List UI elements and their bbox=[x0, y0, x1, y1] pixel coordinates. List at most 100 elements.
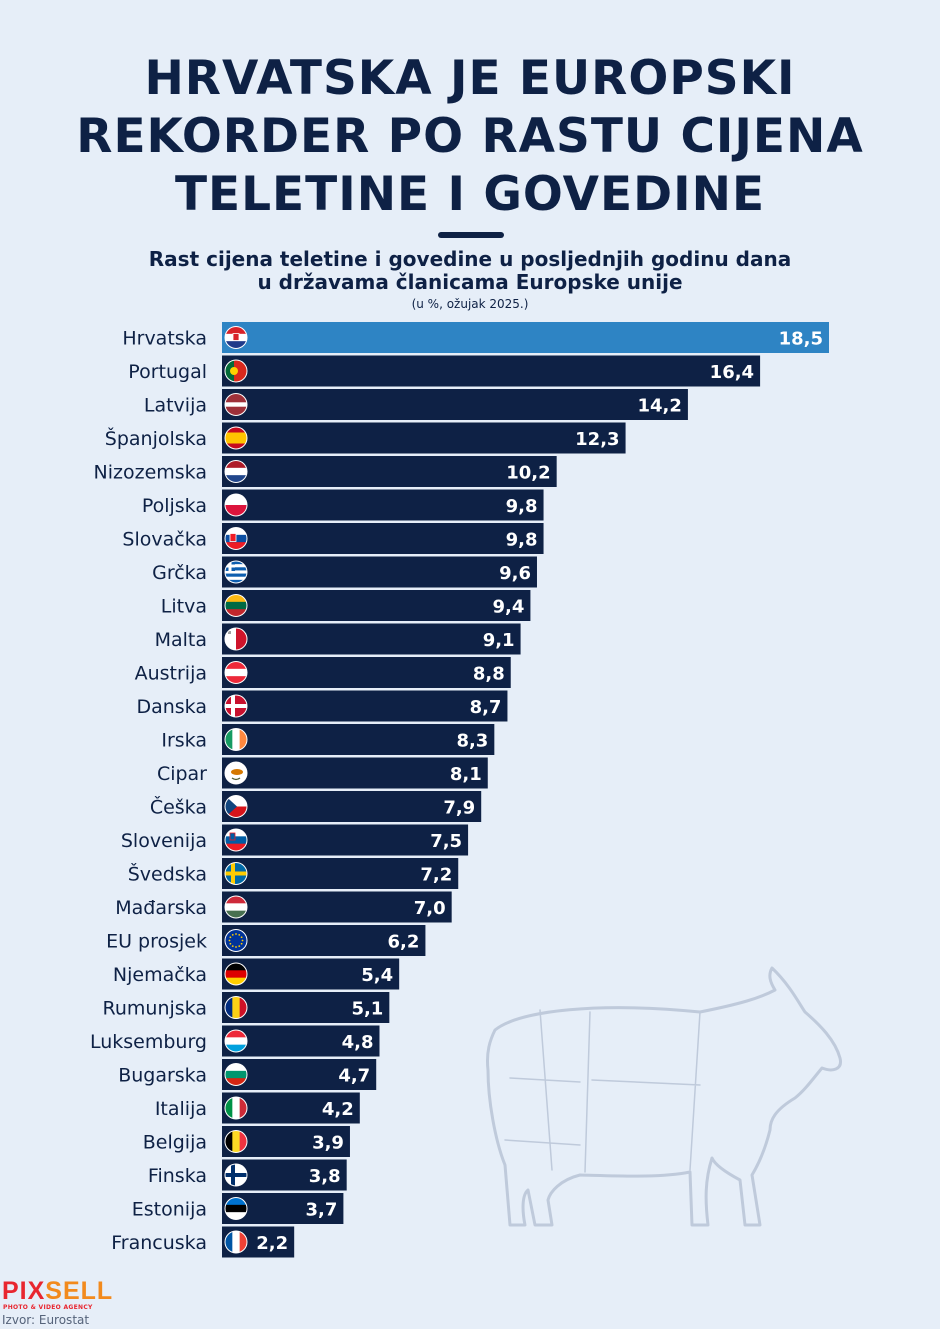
bar-row-slovenija: Slovenija 7,5 bbox=[121, 824, 469, 856]
bar-latvija bbox=[222, 389, 688, 420]
value-label: 8,3 bbox=[456, 731, 488, 752]
flag-czechia-icon bbox=[224, 795, 248, 818]
category-label: Estonija bbox=[132, 1199, 207, 1221]
category-label: Mađarska bbox=[115, 897, 207, 919]
flag-hungary-icon bbox=[224, 895, 248, 919]
bar-row-poljska: Poljska 9,8 bbox=[142, 489, 544, 521]
flag-bulgaria-icon bbox=[224, 1063, 248, 1086]
flag-sweden-icon bbox=[224, 862, 248, 885]
value-label: 12,3 bbox=[575, 429, 619, 450]
bar-row-latvija: Latvija 14,2 bbox=[144, 389, 688, 420]
bar-njemačka bbox=[222, 958, 400, 990]
value-label: 18,5 bbox=[779, 329, 823, 350]
category-label: Slovenija bbox=[121, 830, 207, 852]
value-label: 4,8 bbox=[342, 1032, 374, 1053]
category-label: Švedska bbox=[128, 862, 207, 886]
bar-row-slovačka: Slovačka 9,8 bbox=[122, 523, 544, 554]
category-label: EU prosjek bbox=[106, 931, 207, 953]
category-label: Litva bbox=[161, 596, 207, 618]
bar-austrija bbox=[222, 657, 511, 688]
title-divider bbox=[438, 232, 504, 238]
category-label: Nizozemska bbox=[94, 462, 207, 484]
bar-row-irska: Irska 8,3 bbox=[161, 724, 495, 755]
bar-row-malta: Malta 9,1 bbox=[155, 623, 521, 655]
value-label: 14,2 bbox=[637, 396, 681, 417]
bar-poljska bbox=[222, 489, 544, 521]
value-label: 4,7 bbox=[338, 1066, 370, 1087]
bar-row-švedska: Švedska 7,2 bbox=[128, 858, 459, 889]
flag-poland-icon bbox=[224, 493, 248, 517]
value-label: 8,7 bbox=[470, 697, 502, 718]
bar-row-italija: Italija 4,2 bbox=[155, 1092, 360, 1124]
bar-row-španjolska: Španjolska 12,3 bbox=[105, 422, 626, 454]
bar-mađarska bbox=[222, 891, 452, 923]
flag-estonia-icon bbox=[224, 1197, 248, 1220]
bar-slovačka bbox=[222, 523, 544, 554]
bar-row-cipar: Cipar 8,1 bbox=[157, 757, 488, 789]
bar-row-grčka: Grčka 9,6 bbox=[152, 556, 537, 588]
bar-španjolska bbox=[222, 422, 626, 454]
bar-row-francuska: Francuska 2,2 bbox=[111, 1226, 295, 1258]
flag-austria-icon bbox=[224, 661, 248, 684]
value-label: 7,5 bbox=[430, 831, 462, 852]
bar-portugal bbox=[222, 355, 761, 387]
value-label: 16,4 bbox=[710, 362, 754, 383]
flag-ireland-icon bbox=[224, 728, 248, 751]
category-label: Danska bbox=[136, 696, 207, 718]
value-label: 7,2 bbox=[420, 865, 452, 886]
category-label: Rumunjska bbox=[103, 998, 207, 1020]
bar-nizozemska bbox=[222, 456, 557, 487]
category-label: Austrija bbox=[135, 663, 207, 685]
logo-part1: PIX bbox=[2, 1277, 46, 1305]
value-label: 9,6 bbox=[499, 563, 531, 584]
category-label: Portugal bbox=[128, 361, 207, 383]
value-label: 2,2 bbox=[256, 1233, 288, 1254]
logo-tagline: PHOTO & VIDEO AGENCY bbox=[3, 1304, 93, 1311]
flag-italy-icon bbox=[224, 1096, 248, 1120]
bar-luksemburg bbox=[222, 1025, 380, 1057]
value-label: 5,4 bbox=[361, 965, 393, 986]
bar-row-belgija: Belgija 3,9 bbox=[143, 1126, 350, 1157]
category-label: Njemačka bbox=[113, 964, 207, 986]
flag-germany-icon bbox=[224, 962, 248, 986]
category-label: Slovačka bbox=[122, 529, 207, 551]
flag-luxembourg-icon bbox=[224, 1029, 248, 1053]
bars: Hrvatska 18,5 Portugal 16,4 Latvija 14,2 Španj… bbox=[90, 322, 829, 1258]
bar-row-češka: Češka 7,9 bbox=[150, 791, 482, 822]
category-label: Bugarska bbox=[118, 1065, 207, 1087]
category-label: Italija bbox=[155, 1098, 207, 1120]
pixsell-logo: PIXSELL bbox=[2, 1278, 113, 1304]
flag-finland-icon bbox=[224, 1163, 248, 1187]
category-label: Hrvatska bbox=[122, 328, 207, 350]
category-label: Malta bbox=[155, 629, 207, 651]
value-label: 4,2 bbox=[322, 1099, 354, 1120]
value-label: 9,1 bbox=[483, 630, 515, 651]
flag-slovakia-icon bbox=[224, 527, 248, 550]
bar-češka bbox=[222, 791, 482, 822]
category-label: Poljska bbox=[142, 495, 207, 517]
bar-grčka bbox=[222, 556, 537, 588]
bar-bugarska bbox=[222, 1059, 377, 1090]
flag-france-icon bbox=[224, 1230, 248, 1254]
bar-row-hrvatska: Hrvatska 18,5 bbox=[122, 322, 829, 353]
flag-romania-icon bbox=[224, 996, 248, 1019]
category-label: Cipar bbox=[157, 763, 207, 785]
flag-lithuania-icon bbox=[224, 594, 248, 617]
bar-row-austrija: Austrija 8,8 bbox=[135, 657, 511, 688]
chart-subtitle: Rast cijena teletine i govedine u poslje… bbox=[148, 247, 792, 294]
category-label: Finska bbox=[148, 1165, 207, 1187]
value-label: 7,0 bbox=[414, 898, 446, 919]
category-label: Luksemburg bbox=[90, 1031, 207, 1053]
bar-slovenija bbox=[222, 824, 469, 856]
value-label: 7,9 bbox=[443, 798, 475, 819]
bar-litva bbox=[222, 590, 531, 621]
value-label: 3,7 bbox=[306, 1200, 338, 1221]
value-label: 6,2 bbox=[388, 932, 420, 953]
category-label: Španjolska bbox=[105, 426, 207, 450]
bar-row-nizozemska: Nizozemska 10,2 bbox=[94, 456, 557, 487]
value-label: 10,2 bbox=[506, 463, 550, 484]
flag-latvia-icon bbox=[224, 393, 248, 416]
category-label: Grčka bbox=[152, 562, 207, 584]
bar-row-portugal: Portugal 16,4 bbox=[128, 355, 761, 387]
